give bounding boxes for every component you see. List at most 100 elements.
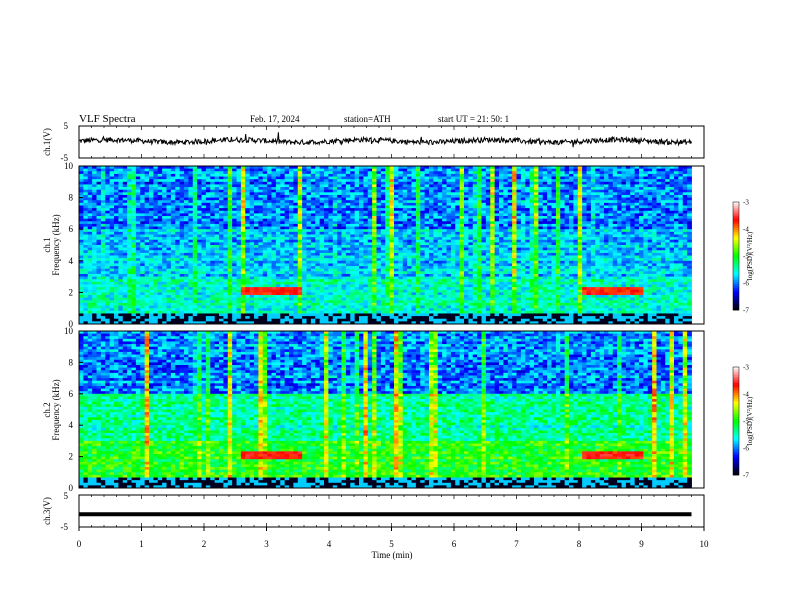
spectrogram-cell: [359, 252, 364, 256]
spectrogram-cell: [201, 189, 207, 193]
spectrogram-cell: [297, 192, 303, 196]
spectrogram-cell: [411, 210, 417, 214]
spectrogram-cell: [170, 218, 176, 222]
spectrogram-cell: [560, 255, 566, 259]
spectrogram-cell: [271, 197, 277, 201]
spectrogram-cell: [455, 221, 461, 225]
spectrogram-cell: [555, 194, 561, 198]
spectrogram-cell: [118, 237, 124, 241]
spectrogram-cell: [319, 200, 325, 204]
spectrogram-cell: [437, 223, 443, 227]
spectrogram-cell: [210, 171, 216, 175]
spectrogram-cell: [109, 255, 115, 259]
spectrogram-cell: [472, 189, 478, 193]
spectrogram-cell: [205, 166, 211, 170]
spectrogram-cell: [245, 200, 251, 204]
spectrogram-cell: [131, 187, 137, 191]
spectrogram-cell: [315, 245, 321, 249]
spectrogram-cell: [240, 194, 246, 198]
spectrogram-cell: [542, 181, 548, 185]
spectrogram-cell: [267, 168, 272, 172]
spectrogram-cell: [96, 210, 102, 214]
spectrogram-cell: [665, 247, 671, 251]
spectrogram-cell: [205, 250, 211, 254]
spectrogram-cell: [236, 245, 242, 249]
spectrogram-cell: [114, 245, 119, 249]
spectrogram-cell: [210, 192, 216, 196]
spectrogram-cell: [617, 239, 622, 243]
spectrogram-cell: [599, 229, 605, 233]
spectrogram-cell: [385, 213, 391, 217]
spectrogram-cell: [630, 189, 636, 193]
spectrogram-cell: [477, 221, 482, 225]
spectrogram-cell: [245, 168, 251, 172]
spectrogram-cell: [525, 229, 531, 233]
spectrogram-cell: [590, 250, 596, 254]
spectrogram-cell: [415, 184, 421, 188]
spectrogram-cell: [424, 231, 430, 235]
spectrogram-cell: [131, 242, 137, 246]
spectrogram-cell: [604, 166, 609, 170]
spectrogram-cell: [407, 187, 412, 191]
spectrogram-cell: [494, 218, 500, 222]
spectrogram-cell: [472, 171, 478, 175]
spectrogram-cell: [678, 242, 684, 246]
spectrogram-cell: [100, 231, 106, 235]
spectrogram-cell: [402, 200, 408, 204]
spectrogram-cell: [118, 239, 124, 243]
spectrogram-cell: [398, 184, 404, 188]
spectrogram-cell: [590, 200, 596, 204]
spectrogram-cell: [485, 226, 491, 230]
spectrogram-cell: [170, 237, 176, 241]
spectrogram-cell: [293, 171, 299, 175]
spectrogram-cell: [415, 208, 421, 212]
spectrogram-cell: [485, 173, 491, 177]
spectrogram-cell: [79, 229, 84, 233]
spectrogram-cell: [424, 192, 430, 196]
spectrogram-cell: [485, 218, 491, 222]
spectrogram-cell: [577, 200, 583, 204]
spectrogram-cell: [586, 202, 592, 206]
spectrogram-cell: [433, 197, 439, 201]
spectrogram-cell: [83, 250, 89, 254]
spectrogram-cell: [687, 205, 692, 209]
spectrogram-cell: [389, 223, 395, 227]
spectrogram-cell: [385, 173, 391, 177]
spectrogram-cell: [380, 181, 386, 185]
spectrogram-cell: [192, 181, 198, 185]
spectrogram-cell: [284, 229, 290, 233]
spectrogram-cell: [170, 200, 176, 204]
spectrogram-cell: [547, 192, 552, 196]
spectrogram-cell: [83, 173, 89, 177]
spectrogram-cell: [389, 213, 395, 217]
spectrogram-cell: [337, 213, 342, 217]
spectrogram-cell: [92, 213, 97, 217]
spectrogram-cell: [236, 218, 242, 222]
spectrogram-cell: [599, 184, 605, 188]
spectrogram-cell: [464, 197, 469, 201]
spectrogram-cell: [363, 208, 369, 212]
spectrogram-cell: [131, 205, 137, 209]
spectrogram-cell: [227, 231, 233, 235]
spectrogram-cell: [179, 194, 185, 198]
spectrogram-cell: [682, 176, 688, 180]
spectrogram-cell: [258, 250, 264, 254]
spectrogram-cell: [503, 166, 509, 170]
spectrogram-cell: [415, 247, 421, 251]
spectrogram-cell: [512, 218, 517, 222]
spectrogram-cell: [319, 184, 325, 188]
spectrogram-cell: [83, 223, 89, 227]
spectrogram-cell: [459, 205, 465, 209]
spectrogram-cell: [170, 197, 176, 201]
spectrogram-cell: [254, 210, 259, 214]
spectrogram-cell: [205, 221, 211, 225]
spectrogram-cell: [656, 166, 662, 170]
spectrogram-cell: [477, 197, 482, 201]
spectrogram-cell: [118, 166, 124, 170]
spectrogram-cell: [512, 216, 517, 220]
spectrogram-cell: [79, 205, 84, 209]
spectrogram-cell: [437, 173, 443, 177]
spectrogram-cell: [315, 171, 321, 175]
spectrogram-cell: [175, 187, 181, 191]
spectrogram-cell: [306, 202, 312, 206]
